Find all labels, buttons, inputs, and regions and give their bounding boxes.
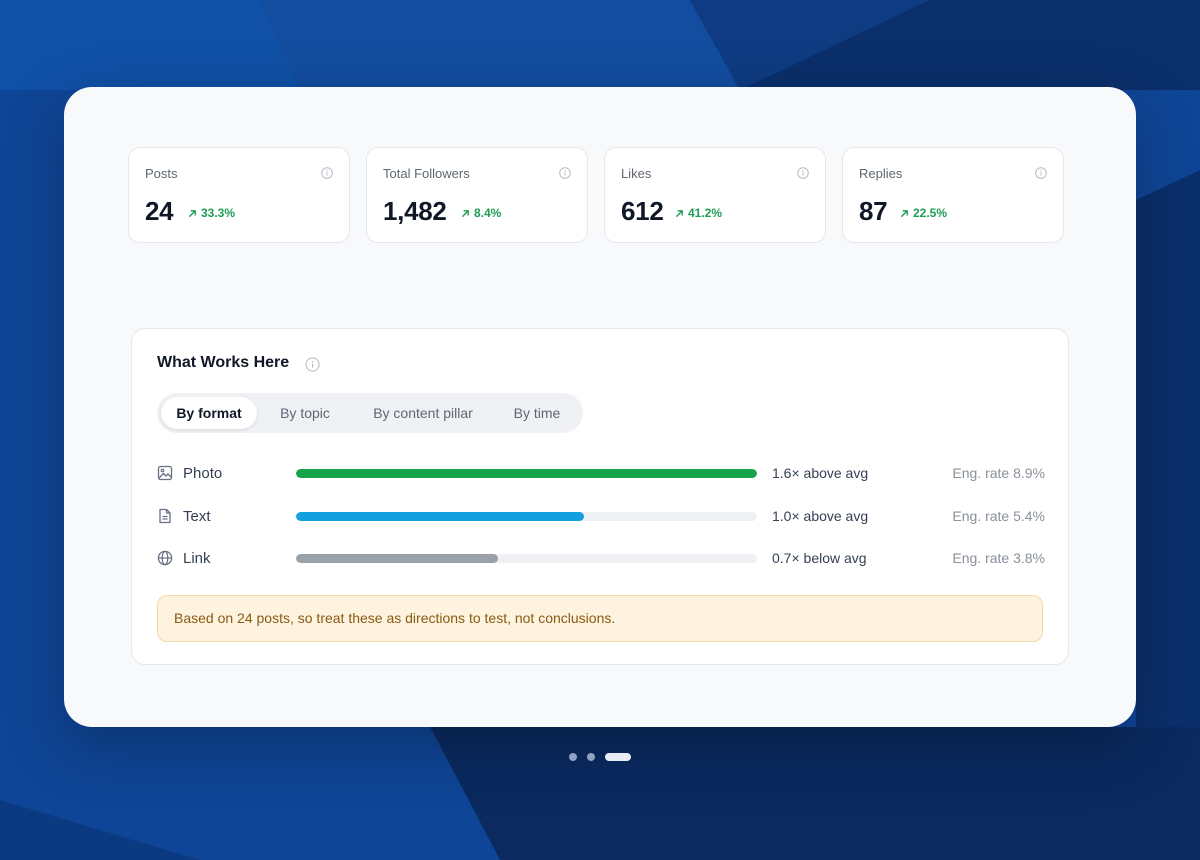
- stat-value: 87: [859, 196, 888, 226]
- info-icon[interactable]: [1035, 167, 1047, 179]
- info-icon[interactable]: [559, 167, 571, 179]
- bar-track: [296, 554, 757, 563]
- stat-delta: 41.2%: [675, 206, 722, 220]
- bar-track: [296, 512, 757, 521]
- tab-bar: By format By topic By content pillar By …: [157, 393, 583, 433]
- stat-label: Total Followers: [383, 166, 470, 181]
- dashboard-card: Posts 24 33.3% Total Followers 1,482 8.4…: [64, 87, 1136, 727]
- arrow-up-right-icon: [901, 209, 908, 217]
- globe-icon: [157, 550, 173, 566]
- format-label: Link: [183, 550, 211, 567]
- stat-delta-value: 8.4%: [474, 206, 502, 220]
- arrow-up-right-icon: [189, 209, 196, 217]
- comparison-text: 1.0× above avg: [772, 508, 869, 524]
- format-row-text: Text 1.0× above avg Eng. rate 5.4%: [157, 504, 1045, 528]
- format-label: Photo: [183, 465, 223, 482]
- what-works-panel: What Works Here By format By topic By co…: [131, 328, 1069, 665]
- bar-track: [296, 469, 757, 478]
- stat-delta: 8.4%: [461, 206, 501, 220]
- format-row-photo: Photo 1.6× above avg Eng. rate 8.9%: [157, 461, 1045, 485]
- stat-card-posts: Posts 24 33.3%: [128, 147, 350, 243]
- panel-title: What Works Here: [157, 354, 290, 371]
- format-row-link: Link 0.7× below avg Eng. rate 3.8%: [157, 546, 1045, 570]
- stat-card-likes: Likes 612 41.2%: [604, 147, 826, 243]
- stat-value: 1,482: [383, 196, 447, 226]
- arrow-up-right-icon: [462, 209, 469, 217]
- bar-fill: [296, 469, 757, 478]
- stat-delta-value: 33.3%: [201, 206, 236, 220]
- carousel-dot[interactable]: [605, 753, 631, 761]
- stat-value: 612: [621, 196, 664, 226]
- stat-label: Posts: [145, 166, 178, 181]
- stat-delta: 33.3%: [188, 206, 235, 220]
- tab-by-topic[interactable]: By topic: [280, 405, 330, 421]
- bar-fill: [296, 554, 498, 563]
- tab-by-format[interactable]: By format: [161, 397, 257, 429]
- tab-by-time[interactable]: By time: [513, 405, 561, 421]
- stat-label: Replies: [859, 166, 903, 181]
- info-icon[interactable]: [797, 167, 809, 179]
- format-label: Text: [183, 508, 211, 525]
- carousel-dot[interactable]: [569, 753, 577, 761]
- engagement-rate: Eng. rate 5.4%: [952, 508, 1045, 524]
- carousel-dot[interactable]: [587, 753, 595, 761]
- comparison-text: 0.7× below avg: [772, 550, 867, 566]
- arrow-up-right-icon: [676, 209, 683, 217]
- stat-delta: 22.5%: [900, 206, 947, 220]
- document-icon: [159, 508, 171, 524]
- info-icon[interactable]: [321, 167, 333, 179]
- tab-by-content-pillar[interactable]: By content pillar: [373, 405, 473, 421]
- stat-delta-value: 41.2%: [688, 206, 723, 220]
- bar-fill: [296, 512, 585, 521]
- stat-card-total-followers: Total Followers 1,482 8.4%: [366, 147, 588, 243]
- comparison-text: 1.6× above avg: [772, 465, 869, 481]
- image-icon: [157, 465, 173, 481]
- info-icon[interactable]: [305, 357, 320, 372]
- stat-value: 24: [145, 196, 174, 226]
- stat-label: Likes: [621, 166, 652, 181]
- stat-card-replies: Replies 87 22.5%: [842, 147, 1064, 243]
- stat-delta-value: 22.5%: [913, 206, 948, 220]
- engagement-rate: Eng. rate 3.8%: [952, 550, 1045, 566]
- engagement-rate: Eng. rate 8.9%: [952, 465, 1045, 481]
- sample-size-note: Based on 24 posts, so treat these as dir…: [157, 595, 1043, 642]
